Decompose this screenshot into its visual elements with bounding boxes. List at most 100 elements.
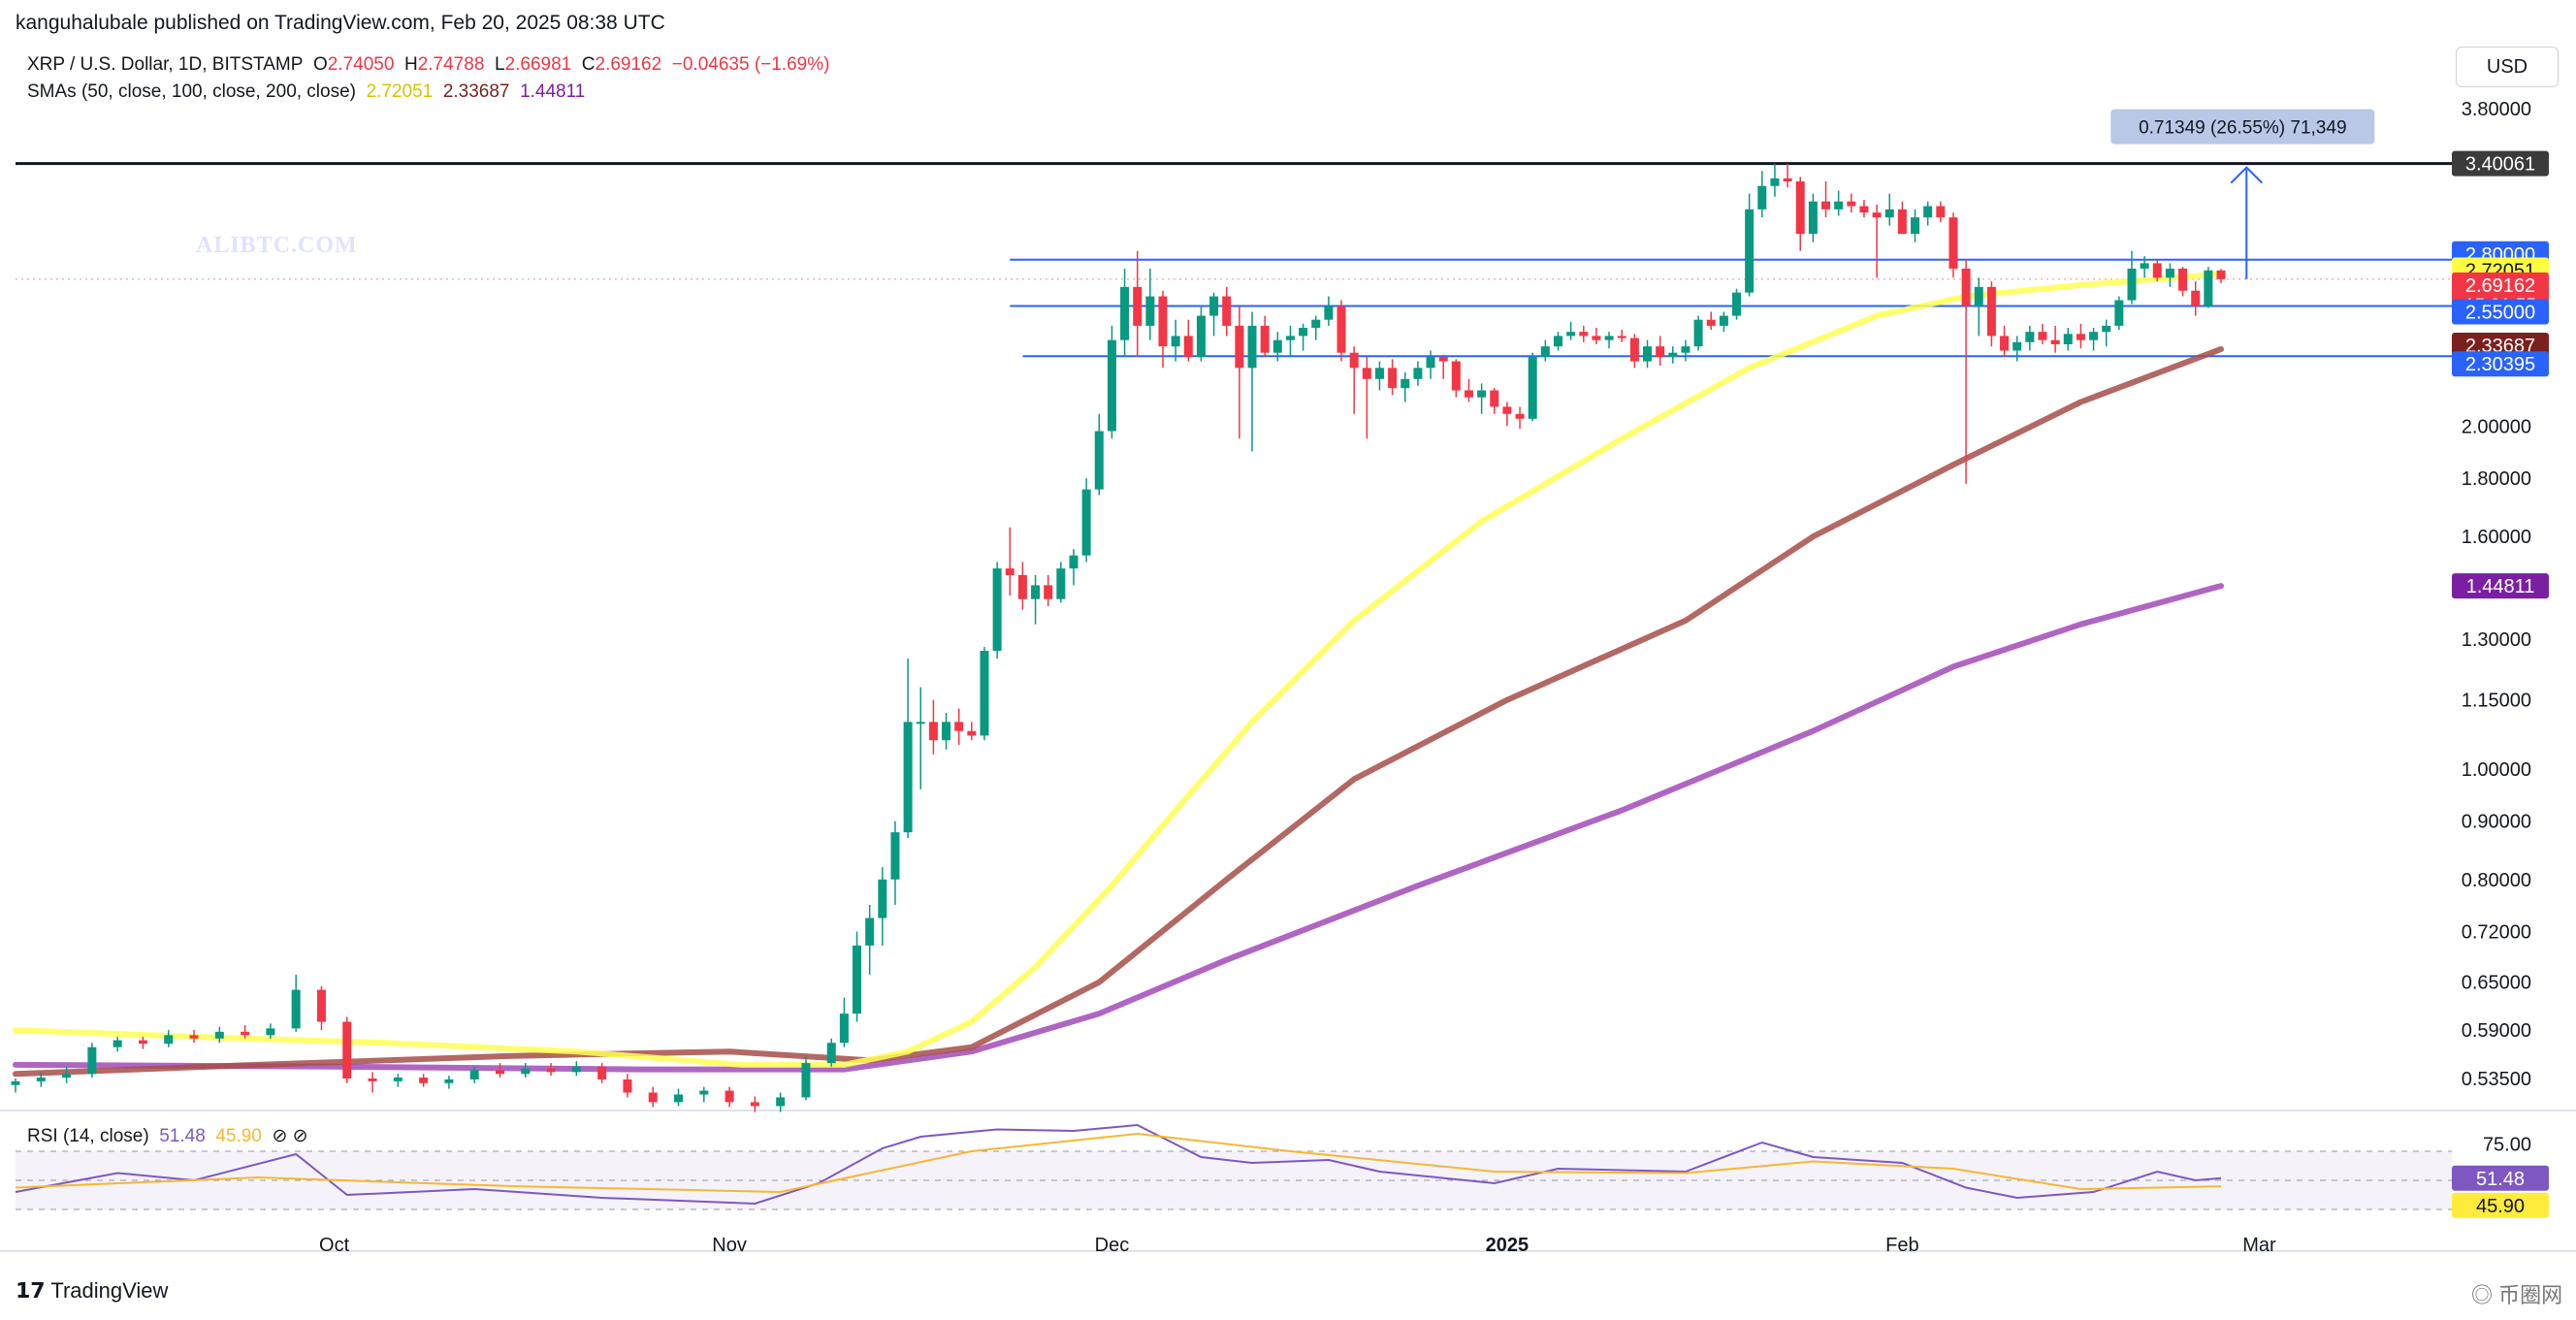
candle-body [1783,177,1792,182]
candle-body [2089,332,2099,340]
candle-body [62,1074,72,1079]
price-badge [2452,573,2549,599]
measure-label-box [2110,109,2375,145]
price-axis-label: 1.15000 [2462,691,2531,712]
symbol-name: XRP / U.S. Dollar, 1D, BITSTAMP [27,54,304,75]
candle-body [1604,336,1614,340]
candle-body [1986,286,1996,337]
candle-body [164,1035,174,1045]
candle-body [1107,339,1116,432]
candle-body [1299,327,1308,337]
candle-body [1923,206,1933,218]
measure-arrowhead [2230,166,2263,184]
candle-body [1821,201,1831,209]
watermark: ALIBTC.COM [196,233,358,258]
candle-body [1247,325,1257,369]
candle-body [1706,319,1716,326]
corner-logo: ◎ 币圈网 [2471,1278,2562,1309]
candle-body [1859,206,1869,213]
candle-body [36,1078,46,1081]
candle-body [2191,290,2201,306]
candle-body [1911,217,1920,235]
candle-body [2050,339,2060,344]
candle-body [1477,390,1487,398]
candle-body [1222,296,1232,326]
time-axis-label: Nov [712,1235,747,1256]
candle-body [1757,185,1767,209]
candle-body [2178,268,2188,291]
candle-body [2076,334,2085,340]
price-axis-label: 0.59000 [2462,1020,2531,1042]
candle-body [1656,346,1665,358]
hide-icon[interactable]: ⊘ ⊘ [272,1126,308,1146]
candle-body [241,1031,250,1036]
candle-body [903,722,913,833]
candle-body [189,1035,199,1039]
candle-body [1579,332,1589,337]
candle-body [1629,338,1639,362]
candle-body [1272,339,1282,353]
price-axis-label: 3.80000 [2462,99,2531,120]
candle-body [87,1046,97,1075]
high-value: 2.74788 [417,54,485,75]
candle-body [1553,336,1562,347]
candle-body [1502,406,1512,414]
candle-body [138,1040,147,1045]
rsi-value-badge [2452,1165,2549,1191]
candle-body [648,1092,658,1103]
candle-body [1081,489,1091,556]
sma100-value: 2.33687 [442,81,510,102]
sma50-line [13,271,2224,1068]
candle-body [1260,325,1270,353]
close-label: C [581,54,596,75]
price-axis-label: 1.30000 [2462,629,2531,651]
rsi-ma-badge [2452,1192,2549,1218]
candle-body [1515,413,1525,419]
sma200-value: 1.44811 [520,81,586,102]
candle-body [623,1079,632,1093]
candle-body [2152,263,2162,278]
measure-label: 0.71349 (26.55%) 71,349 [2139,118,2346,139]
price-badge [2452,299,2549,325]
candle-body [1961,268,1971,306]
candle-body [1362,368,1371,379]
price-badge-label: 1.44811 [2466,576,2535,597]
currency-button[interactable]: USD [2456,47,2559,87]
candle-body [750,1102,759,1107]
candle-body [1311,319,1321,328]
candle-body [1133,286,1143,326]
candle-body [1094,431,1104,490]
rsi-label: RSI (14, close) [27,1126,149,1146]
low-label: L [494,54,505,75]
time-axis-label: Mar [2242,1235,2276,1256]
candle-body [674,1094,684,1103]
candle-body [1745,209,1755,293]
candle-body [916,722,925,724]
candle-body [469,1070,479,1079]
candle-body [1770,177,1780,186]
candle-body [1324,306,1334,320]
candle-body [1374,368,1384,379]
candle-body [1681,346,1690,353]
candle-body [1069,555,1079,569]
time-axis-label: Oct [319,1235,350,1256]
candle-body [1592,336,1601,340]
candle-body [571,1066,581,1073]
candle-body [839,1014,849,1044]
candle-body [1044,585,1053,599]
candle-body [1005,568,1014,575]
brand-name: TradingView [50,1278,169,1303]
rsi-value-badge-label: 51.48 [2476,1169,2525,1190]
sma50-value: 2.72051 [366,81,434,102]
price-badge [2452,150,2549,177]
candle-body [878,879,887,918]
candle-body [113,1040,122,1047]
candle-body [2204,270,2213,306]
tradingview-brand[interactable]: 𝟭𝟳 TradingView [16,1278,168,1304]
candle-body [342,1021,352,1079]
candle-body [1884,209,1894,218]
candle-body [1017,574,1027,599]
candle-body [1566,332,1576,337]
high-label: H [403,54,418,75]
candle-body [1158,296,1168,347]
